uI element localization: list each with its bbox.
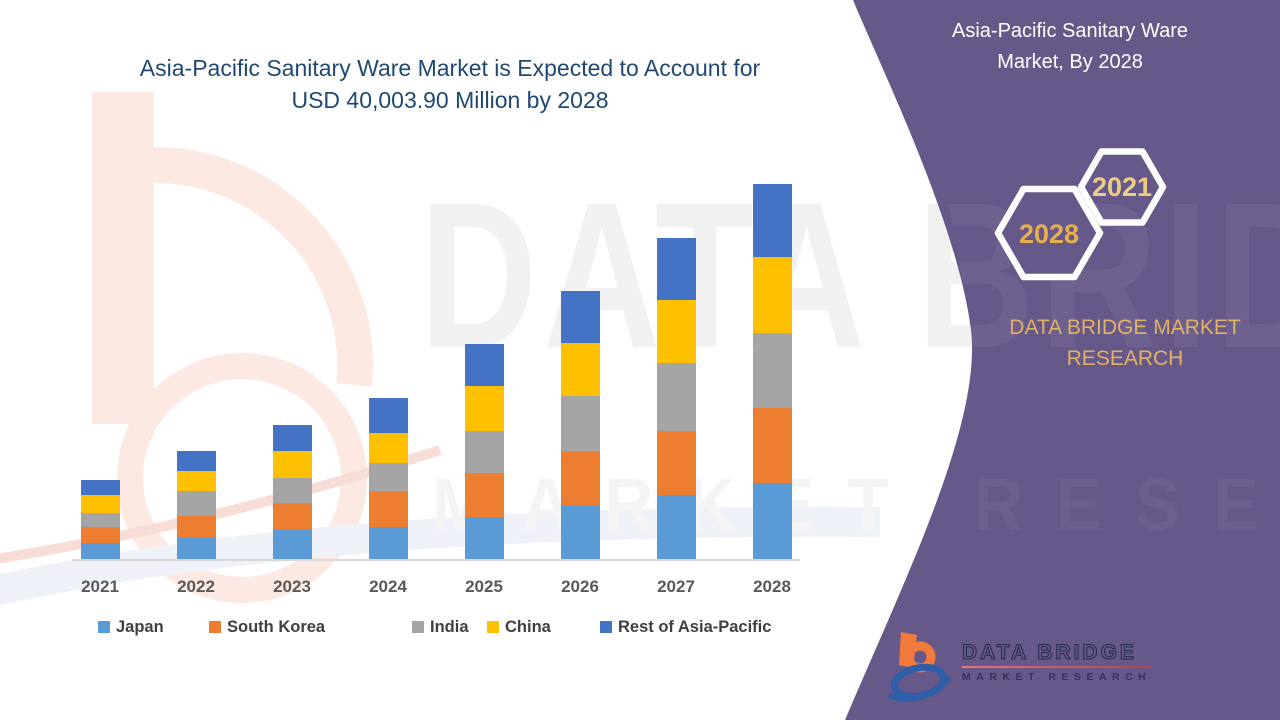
bar-segment-india <box>752 332 792 408</box>
legend-swatch <box>412 621 424 633</box>
legend-item: Japan <box>98 618 164 636</box>
side-panel-title-line2: Market, By 2028 <box>997 51 1143 73</box>
bar-segment-india <box>656 363 696 432</box>
side-panel-title-line1: Asia-Pacific Sanitary Ware <box>952 20 1188 42</box>
bar-segment-rest-of-asia-pacific <box>752 183 792 257</box>
bar-segment-china <box>176 471 216 492</box>
x-axis-label: 2022 <box>177 577 215 596</box>
legend-swatch <box>487 621 499 633</box>
company-name-line2: RESEARCH <box>1066 347 1184 370</box>
x-axis-label: 2025 <box>465 577 503 596</box>
bar-segment-china <box>656 299 696 364</box>
page-title-line1: Asia-Pacific Sanitary Ware Market is Exp… <box>139 55 761 81</box>
bar-segment-china <box>464 386 504 432</box>
legend-label: Japan <box>116 617 164 636</box>
hexagon-2021-label: 2021 <box>1092 172 1152 202</box>
side-panel-title: Asia-Pacific Sanitary Ware Market, By 20… <box>915 16 1225 78</box>
bar-segment-rest-of-asia-pacific <box>80 479 120 495</box>
legend-item: South Korea <box>209 618 325 636</box>
bar-segment-rest-of-asia-pacific <box>272 424 312 452</box>
logo-b-icon <box>888 632 952 702</box>
bar-segment-india <box>272 477 312 503</box>
bar-segment-india <box>176 491 216 517</box>
bar-segment-rest-of-asia-pacific <box>368 398 408 433</box>
legend-swatch <box>209 621 221 633</box>
bar-segment-south-korea <box>80 527 120 543</box>
bar-segment-rest-of-asia-pacific <box>560 291 600 344</box>
bar-segment-india <box>368 463 408 492</box>
hexagon-outline-icon <box>1077 148 1167 226</box>
company-name-text: DATA BRIDGE MARKET RESEARCH <box>975 312 1275 374</box>
bar-segment-japan <box>80 543 120 559</box>
bar-segment-rest-of-asia-pacific <box>176 451 216 472</box>
bar-segment-south-korea <box>752 408 792 484</box>
bar-segment-japan <box>656 494 696 559</box>
bar-segment-india <box>464 431 504 473</box>
bar-segment-rest-of-asia-pacific <box>464 343 504 387</box>
legend-label: China <box>505 617 551 636</box>
legend-swatch <box>600 621 612 633</box>
legend-swatch <box>98 621 110 633</box>
legend-label: Rest of Asia-Pacific <box>618 617 772 636</box>
bar-segment-china <box>752 256 792 333</box>
bar-segment-south-korea <box>656 431 696 495</box>
logo-text-block: DATA BRIDGE MARKET RESEARCH <box>961 626 1152 706</box>
side-panel-shape <box>845 0 1280 720</box>
bar-segment-japan <box>176 538 216 559</box>
bar-segment-japan <box>272 529 312 559</box>
x-axis-label: 2024 <box>369 577 407 596</box>
company-name-line1: DATA BRIDGE MARKET <box>1009 316 1241 339</box>
bar-segment-china <box>80 494 120 513</box>
bar-segment-japan <box>560 505 600 559</box>
legend-item: China <box>487 618 551 636</box>
legend-label: India <box>430 617 469 636</box>
x-axis-label: 2026 <box>561 577 599 596</box>
bar-segment-japan <box>464 517 504 559</box>
bar-segment-south-korea <box>560 451 600 506</box>
bar-segment-japan <box>368 527 408 559</box>
x-axis-label: 2028 <box>753 577 791 596</box>
bar-segment-china <box>368 433 408 463</box>
x-axis-line <box>72 559 800 561</box>
logo-tagline: MARKET RESEARCH <box>962 671 1152 683</box>
legend-label: South Korea <box>227 617 326 636</box>
x-axis-label: 2021 <box>81 577 119 596</box>
hexagon-2028-label: 2028 <box>1019 219 1079 249</box>
bar-segment-south-korea <box>176 516 216 538</box>
x-axis-label: 2027 <box>657 577 695 596</box>
brand-logo: DATA BRIDGE MARKET RESEARCH <box>888 626 1152 706</box>
legend-item: India <box>412 618 469 636</box>
bar-segment-south-korea <box>368 491 408 528</box>
bar-segment-china <box>272 451 312 478</box>
hexagon-2028-badge: 2028 <box>994 185 1104 281</box>
bar-segment-india <box>560 396 600 452</box>
bar-segment-china <box>560 343 600 397</box>
bar-segment-india <box>80 513 120 527</box>
page-title-line2: USD 40,003.90 Million by 2028 <box>291 87 609 113</box>
logo-divider <box>962 666 1152 668</box>
logo-name: DATA BRIDGE <box>961 641 1137 664</box>
x-axis-label: 2023 <box>273 577 311 596</box>
hexagon-2021-badge: 2021 <box>1077 148 1167 226</box>
bar-segment-south-korea <box>464 473 504 518</box>
page-title: Asia-Pacific Sanitary Ware Market is Exp… <box>70 52 830 116</box>
legend-item: Rest of Asia-Pacific <box>600 618 771 636</box>
bar-segment-rest-of-asia-pacific <box>656 238 696 300</box>
bar-segment-south-korea <box>272 503 312 530</box>
hexagon-outline-icon <box>994 185 1104 281</box>
bar-segment-japan <box>752 483 792 559</box>
